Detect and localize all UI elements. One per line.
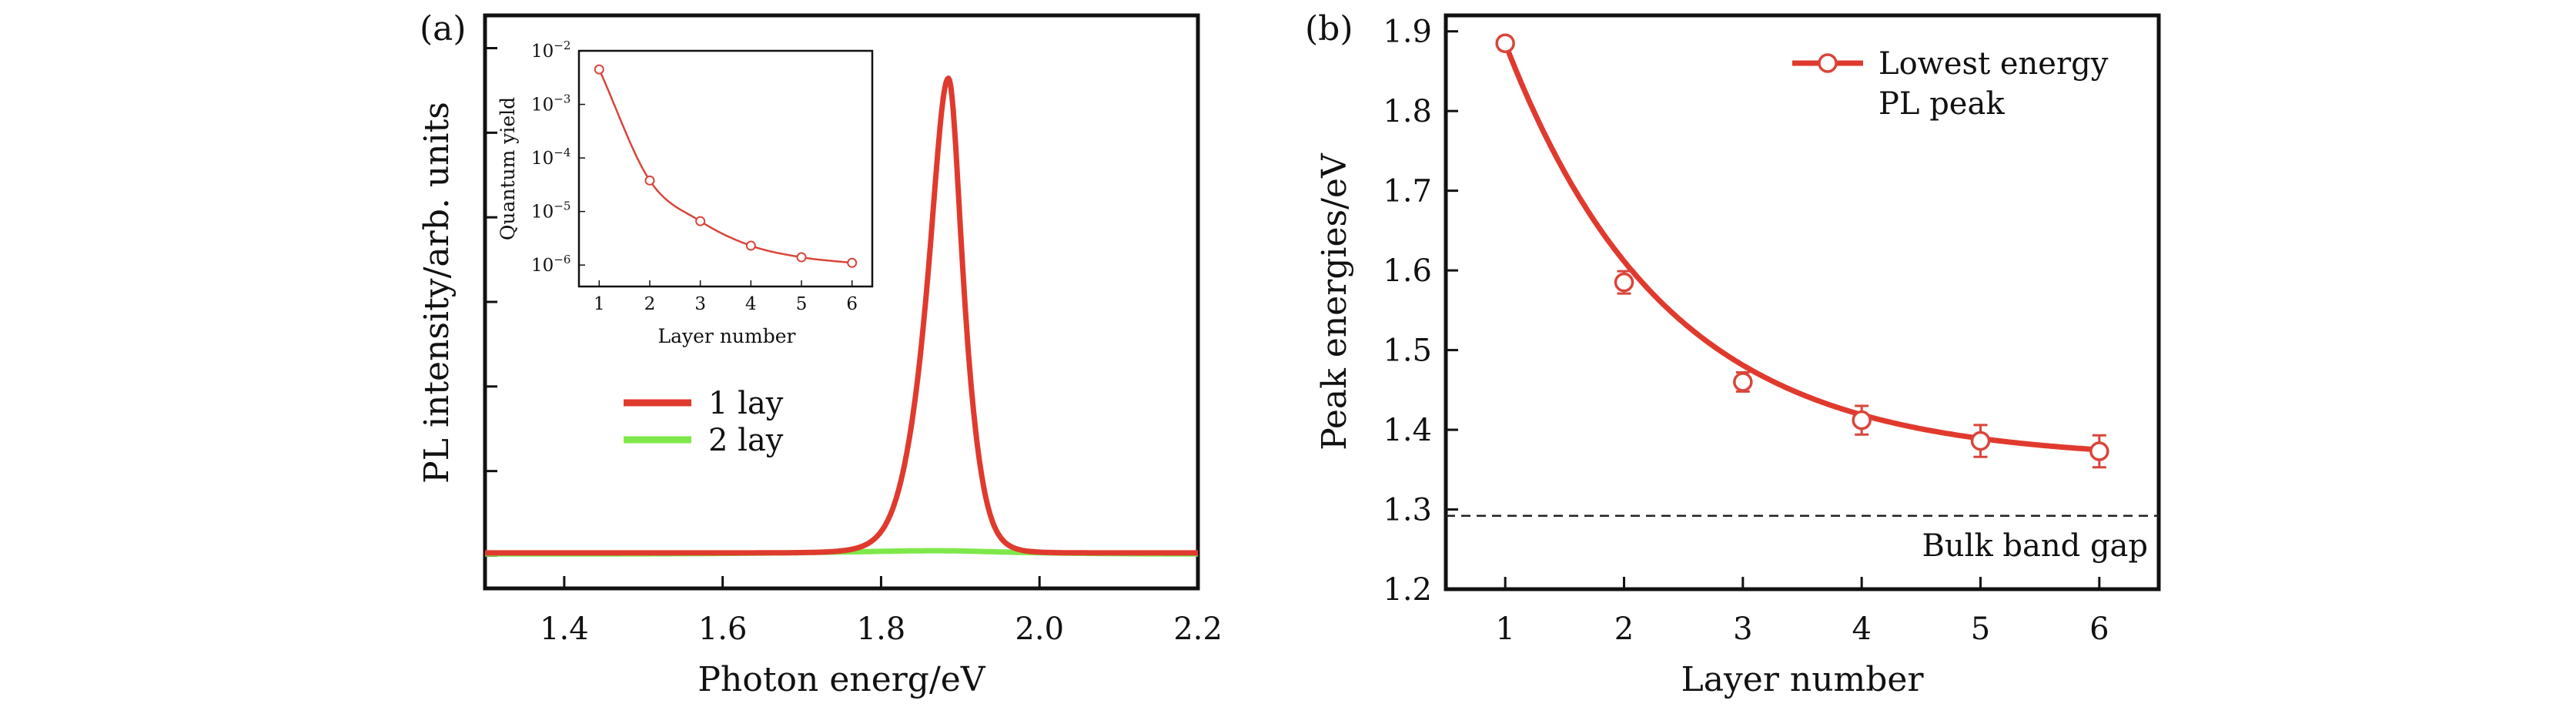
legend-b-label-line2: PL peak — [1878, 86, 2005, 122]
b-y-tick-label-1-9: 1.9 — [1383, 15, 1432, 50]
b-x-tick-label-2: 2 — [1614, 612, 1634, 647]
inset-y-tick-base: 10 — [531, 203, 554, 223]
inset-fit-line — [598, 69, 852, 264]
x-tick-label-1-4: 1.4 — [540, 612, 589, 647]
legend-b-swatch-marker — [1818, 53, 1838, 73]
x-tick-label-1-6: 1.6 — [698, 612, 748, 647]
inset-y-axis-label: Quantum yield — [497, 97, 519, 240]
panel-a-x-ticks: 1.4 1.6 1.8 2.0 2.2 — [540, 576, 1223, 647]
inset-x-tick-label-6: 6 — [846, 294, 858, 314]
x-tick-label-2-2: 2.2 — [1173, 612, 1223, 647]
data-point-3 — [1733, 372, 1753, 392]
inset-x-axis-label: Layer number — [658, 325, 796, 347]
b-y-tick-label-1-2: 1.2 — [1383, 572, 1432, 608]
data-point-2 — [1614, 272, 1634, 293]
data-point-4 — [1852, 410, 1872, 431]
inset-x-tick-label-2: 2 — [644, 294, 656, 314]
panel-a-curves — [483, 75, 1199, 557]
panel-b-frame — [1444, 13, 2161, 591]
b-x-tick-label-5: 5 — [1971, 612, 1990, 647]
inset-frame — [577, 49, 874, 288]
panel-b-x-ticks: 1 2 3 4 5 6 — [1495, 577, 2109, 647]
legend-1-lay-label: 1 lay — [708, 386, 784, 421]
inset-x-tick-label-4: 4 — [745, 294, 757, 314]
fit-curve-line — [1502, 42, 2100, 453]
inset-y-tick-base: 10 — [531, 149, 554, 169]
inset-y-tick-label-6: 10−6 — [531, 253, 570, 276]
inset-y-tick-label-5: 10−5 — [531, 199, 570, 223]
inset-point-3 — [695, 216, 706, 226]
inset-data — [594, 64, 858, 268]
inset-y-tick-exponent: −6 — [554, 253, 570, 266]
legend-2-lay-label: 2 lay — [708, 423, 784, 458]
inset-y-tick-exponent: −5 — [554, 199, 570, 213]
panel-a-legend: 1 lay 2 lay — [624, 386, 784, 458]
panel-b-label: (b) — [1305, 9, 1353, 49]
bulk-band-gap-label: Bulk band gap — [1922, 528, 2149, 564]
b-y-tick-label-1-5: 1.5 — [1383, 333, 1432, 369]
b-y-tick-label-1-4: 1.4 — [1383, 413, 1432, 448]
panel-a-x-axis-label: Photon energ/eV — [698, 660, 985, 699]
inset-y-tick-base: 10 — [531, 256, 554, 276]
inset-y-tick-exponent: −3 — [554, 92, 570, 106]
b-y-tick-label-1-7: 1.7 — [1383, 174, 1432, 209]
inset-y-tick-label-2: 10−2 — [531, 39, 570, 62]
inset-point-2 — [644, 175, 655, 186]
b-x-tick-label-6: 6 — [2089, 612, 2109, 647]
panel-b-y-axis-label: Peak energies/eV — [1315, 152, 1354, 451]
inset-point-1 — [594, 64, 604, 75]
inset-point-5 — [796, 252, 807, 263]
inset-y-tick-label-4: 10−4 — [531, 146, 570, 169]
panel-b-y-ticks: 1.2 1.3 1.4 1.5 1.6 1.7 1.8 1.9 — [1383, 15, 1458, 608]
b-x-tick-label-3: 3 — [1733, 612, 1752, 647]
inset-x-ticks: 1 2 3 4 5 6 — [594, 280, 858, 314]
b-x-tick-label-1: 1 — [1495, 612, 1514, 647]
inset-y-tick-base: 10 — [531, 42, 554, 62]
inset-y-tick-label-3: 10−3 — [531, 92, 570, 116]
inset-point-6 — [847, 257, 858, 268]
data-point-1 — [1495, 33, 1515, 53]
panel-a: (a) 1.4 1.6 1.8 2.0 2.2 Photon energ/eV PL i… — [417, 9, 1223, 699]
inset-y-ticks: 10−210−310−410−510−6 — [531, 39, 585, 276]
inset-x-tick-label-3: 3 — [694, 294, 706, 314]
panel-b-fit-curve — [1502, 42, 2100, 453]
b-y-tick-label-1-3: 1.3 — [1383, 493, 1432, 528]
panel-a-label: (a) — [420, 9, 467, 49]
inset-x-tick-label-5: 5 — [796, 294, 808, 314]
legend-b-label-line1: Lowest energy — [1878, 46, 2109, 82]
panel-b-legend: Lowest energy PL peak — [1792, 46, 2109, 122]
inset-y-tick-base: 10 — [531, 95, 554, 116]
x-tick-label-2-0: 2.0 — [1015, 612, 1064, 647]
x-tick-label-1-8: 1.8 — [857, 612, 906, 647]
panel-b: (b) 1 2 3 4 5 6 1.2 1.3 1.4 1.5 1.6 1.7 1.8 1.9 Bulk… — [1305, 9, 2161, 699]
panel-b-points — [1495, 33, 2109, 469]
inset-point-4 — [745, 240, 756, 251]
inset-y-tick-exponent: −4 — [554, 146, 570, 159]
b-y-tick-label-1-6: 1.6 — [1383, 253, 1432, 289]
b-x-tick-label-4: 4 — [1852, 612, 1871, 647]
b-y-tick-label-1-8: 1.8 — [1383, 94, 1432, 129]
data-point-5 — [1970, 431, 1991, 451]
inset-x-tick-label-1: 1 — [594, 294, 605, 314]
panel-b-x-axis-label: Layer number — [1681, 660, 1924, 699]
data-point-6 — [2089, 441, 2109, 461]
series-line-1-lay — [483, 75, 1199, 556]
panel-a-y-axis-label: PL intensity/arb. units — [417, 102, 457, 484]
inset-y-tick-exponent: −2 — [554, 39, 570, 52]
